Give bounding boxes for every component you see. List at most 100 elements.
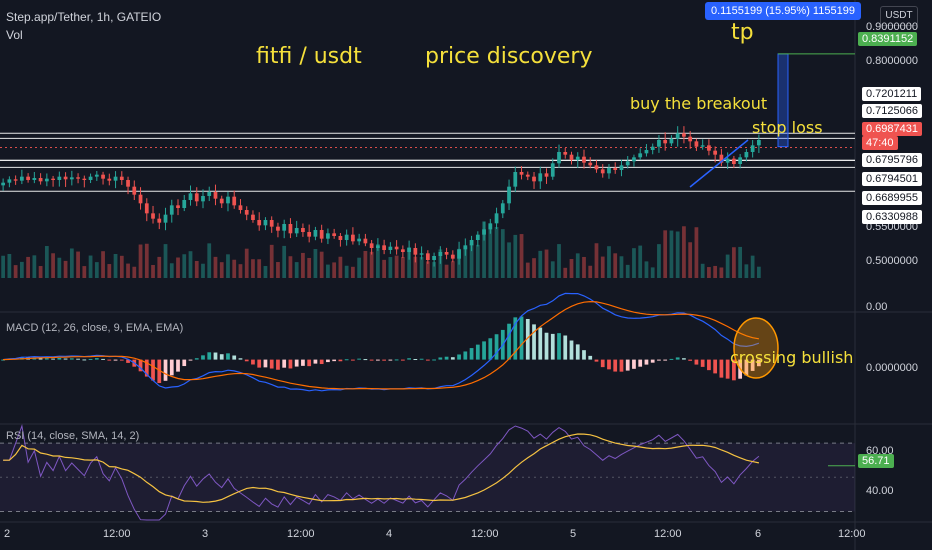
macd-histogram-bar (469, 348, 474, 360)
volume-bar (488, 224, 493, 278)
volume-bar (575, 253, 580, 278)
candle-body (744, 152, 749, 158)
candle-body (19, 176, 24, 181)
volume-bar (138, 244, 143, 278)
macd-histogram-bar (525, 318, 530, 360)
candle-body (663, 140, 668, 144)
macd-histogram-bar (144, 359, 149, 377)
time-tick: 12:00 (654, 528, 682, 540)
crossing-highlight (733, 317, 779, 379)
volume-bar (69, 248, 74, 278)
volume-bar (419, 257, 424, 278)
macd-histogram-bar (513, 317, 518, 360)
volume-bar (301, 252, 305, 278)
macd-histogram-bar (544, 332, 549, 360)
candle-body (251, 214, 255, 220)
candle-body (513, 172, 518, 187)
volume-bar (425, 261, 430, 278)
macd-histogram-bar (382, 359, 386, 361)
volume-bar (107, 264, 112, 278)
currency-button[interactable]: USDT (880, 6, 918, 26)
macd-histogram-bar (263, 359, 268, 368)
candle-body (557, 152, 561, 164)
candle-body (450, 254, 455, 259)
candle-body (63, 176, 68, 180)
volume-bar (244, 248, 249, 278)
volume-bar (632, 248, 636, 278)
volume-bar (63, 260, 68, 278)
candle-body (138, 194, 143, 204)
volume-bar (500, 229, 505, 278)
candle-body (326, 233, 330, 239)
time-tick: 12:00 (103, 528, 131, 540)
candle-body (569, 154, 574, 160)
macd-label[interactable]: MACD (12, 26, close, 9, EMA, EMA) (6, 322, 184, 334)
rsi-label[interactable]: RSI (14, close, SMA, 14, 2) (6, 430, 140, 442)
macd-histogram-bar (69, 358, 74, 360)
countdown-tag: 47:40 (862, 136, 898, 150)
macd-histogram-bar (450, 357, 455, 360)
macd-histogram-bar (669, 358, 674, 360)
candle-body (519, 172, 524, 175)
macd-histogram-bar (344, 359, 349, 361)
candle-body (69, 177, 74, 180)
volume-bar (388, 257, 393, 278)
macd-histogram-bar (257, 359, 262, 368)
candle-body (13, 179, 18, 181)
macd-histogram-bar (351, 359, 355, 361)
volume-bar (376, 244, 380, 278)
candle-body (757, 140, 761, 146)
candle-body (269, 220, 274, 227)
candle-body (394, 246, 399, 250)
volume-bar (663, 230, 668, 278)
volume-bar (657, 244, 661, 278)
candle-body (88, 176, 93, 180)
macd-histogram-bar (369, 359, 374, 361)
candle-body (675, 133, 680, 139)
macd-histogram-bar (563, 335, 568, 360)
candle-body (1, 182, 5, 186)
volume-bar (719, 267, 724, 278)
volume-bar (707, 267, 711, 278)
candle-body (194, 193, 199, 202)
volume-bar (682, 226, 686, 278)
volume-bar (82, 266, 87, 278)
volume-bar (432, 262, 436, 278)
candle-body (607, 168, 611, 174)
rsi-ma-line (3, 433, 760, 503)
volume-bar (319, 251, 324, 278)
macd-histogram-bar (76, 358, 80, 360)
candle-body (732, 158, 736, 164)
volume-bar (613, 253, 618, 278)
volume-bar (238, 264, 243, 278)
candle-body (319, 230, 324, 239)
macd-histogram-bar (319, 359, 324, 365)
macd-histogram-bar (288, 359, 293, 369)
macd-histogram-bar (694, 359, 699, 365)
macd-histogram-bar (519, 316, 524, 360)
macd-histogram-bar (188, 359, 193, 361)
candle-body (419, 253, 424, 255)
macd-histogram-bar (44, 358, 49, 360)
volume-bar (725, 254, 730, 278)
candle-body (263, 220, 268, 226)
macd-histogram-bar (719, 359, 724, 378)
macd-tick: 0.00 (866, 301, 888, 313)
symbol-header[interactable]: Step.app/Tether, 1h, GATEIO (6, 10, 162, 24)
macd-histogram-bar (557, 333, 561, 360)
volume-bar (650, 267, 655, 278)
candle-body (550, 163, 555, 177)
candle-body (719, 154, 724, 163)
annotation-buy-breakout: buy the breakout (630, 94, 768, 113)
rsi-tick: 40.00 (866, 485, 894, 497)
volume-bar (257, 259, 262, 278)
candle-body (119, 176, 124, 180)
volume-bar (282, 245, 287, 278)
volume-bar (513, 234, 518, 278)
volume-bar (382, 259, 386, 278)
candle-body (413, 248, 418, 255)
price-tick: 0.5500000 (866, 221, 918, 233)
macd-histogram-bar (750, 359, 755, 371)
volume-bar (38, 266, 43, 278)
